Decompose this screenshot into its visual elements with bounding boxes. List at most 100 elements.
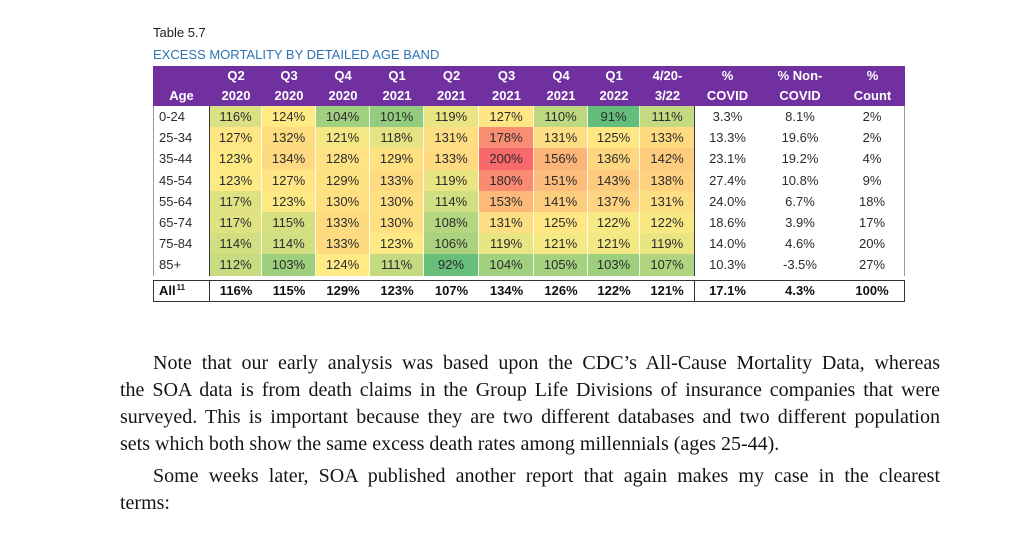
pct-non-covid-cell: 19.6%	[781, 130, 819, 146]
column-header-q3-2020: Q3 2020	[262, 66, 316, 106]
excess-q2-2021-cell: 106%	[424, 233, 479, 255]
pct-count-cell: 2%	[840, 127, 905, 149]
pct-covid-cell: 10.3%	[709, 257, 746, 273]
excess-q1-2022-cell: 137%	[588, 190, 640, 212]
excess-period-total-cell: 133%	[640, 127, 695, 149]
pct-covid-cell: 3.3%	[712, 109, 743, 124]
table-row: 0-24 116% 124% 104% 101% 119% 127% 110% 91% 111% 3…	[153, 106, 905, 128]
excess-q1-2021-cell: 133%	[370, 169, 424, 191]
table-row: 35-44 123% 134% 128% 129% 133% 200% 156% 136% 142…	[153, 148, 905, 170]
excess-q1-2022-cell: 122%	[588, 279, 640, 302]
column-header-line2: 2020	[328, 88, 358, 103]
excess-q1-2021-cell: 111%	[370, 254, 424, 276]
excess-q3-2021-cell: 153%	[479, 190, 534, 212]
pct-non-covid-cell: 4.6%	[785, 236, 815, 252]
excess-q4-2021-cell: 156%	[534, 148, 588, 170]
excess-q2-2020-cell: 116%	[210, 279, 262, 302]
excess-q2-2020-cell: 123%	[210, 169, 262, 191]
column-header-line1: Q1	[388, 68, 406, 83]
excess-q4-2021-cell: 126%	[534, 279, 588, 302]
column-header-q4-2020: Q4 2020	[316, 66, 370, 106]
column-header-line1: Q2	[442, 68, 461, 83]
excess-q2-2020-cell: 123%	[210, 148, 262, 170]
column-header-q2-2021: Q2 2021	[424, 66, 479, 106]
excess-q1-2021-cell: 130%	[370, 190, 424, 212]
excess-q3-2020-cell: 115%	[262, 211, 316, 234]
column-header-line1: Q4	[334, 68, 352, 83]
excess-q4-2020-cell: 124%	[316, 254, 370, 276]
excess-q3-2021-cell: 104%	[479, 254, 534, 276]
excess-q1-2021-cell: 118%	[370, 127, 424, 149]
pct-count-cell: 4%	[840, 148, 905, 170]
paragraph-line: Some weeks later, SOA published another …	[153, 465, 940, 487]
pct-covid-cell: 17.1%	[695, 279, 760, 302]
pct-covid-cell: 24.0%	[709, 193, 746, 209]
pct-count-cell: 100%	[840, 279, 905, 302]
column-header-text: Age	[169, 88, 194, 103]
excess-q1-2022-cell: 143%	[588, 169, 640, 191]
excess-q4-2020-cell: 133%	[316, 233, 370, 255]
excess-q4-2021-cell: 131%	[534, 127, 588, 149]
column-header-line1: Q3	[497, 68, 516, 83]
excess-period-total-cell: 131%	[640, 190, 695, 212]
pct-count-cell: 17%	[840, 211, 905, 234]
table-row: 75-84 114% 114% 133% 123% 106% 119% 121% 121% 119…	[153, 233, 905, 255]
table-number: Table 5.7	[153, 25, 206, 40]
excess-q1-2022-cell: 136%	[588, 148, 640, 170]
body-text: Note that our early analysis was based u…	[120, 350, 940, 517]
age-band-cell: 0-24	[153, 106, 210, 128]
column-header-line1: 4/20-	[652, 68, 683, 83]
excess-q4-2020-cell: 104%	[316, 106, 370, 128]
excess-period-total-cell: 119%	[640, 233, 695, 255]
excess-q1-2021-cell: 123%	[370, 279, 424, 302]
excess-period-total-cell: 107%	[640, 254, 695, 276]
column-header-line1: Q1	[605, 68, 623, 83]
excess-q1-2021-cell: 123%	[370, 233, 424, 255]
excess-q3-2020-cell: 124%	[262, 106, 316, 128]
excess-q2-2021-cell: 119%	[424, 106, 479, 128]
excess-q4-2020-cell: 121%	[316, 127, 370, 149]
column-header-line1: Q4	[552, 68, 570, 83]
column-header-age: Age	[153, 66, 210, 106]
column-header-period-total: 4/20- 3/22	[640, 66, 695, 106]
excess-q3-2021-cell: 134%	[479, 279, 534, 302]
excess-q3-2021-cell: 127%	[479, 106, 534, 128]
excess-period-total-cell: 111%	[640, 106, 695, 128]
pct-non-covid-cell: 3.9%	[785, 214, 815, 230]
age-band-cell: 35-44	[153, 148, 210, 170]
excess-q3-2020-cell: 114%	[262, 233, 316, 255]
excess-period-total-cell: 138%	[640, 169, 695, 191]
excess-q2-2021-cell: 114%	[424, 190, 479, 212]
pct-non-covid-cell: 4.3%	[760, 279, 840, 302]
column-header-line2: 2021	[546, 88, 576, 103]
excess-q2-2021-cell: 92%	[424, 254, 479, 276]
pct-non-covid-cell: -3.5%	[783, 257, 817, 273]
body-paragraph: Some weeks later, SOA published another …	[120, 463, 940, 517]
column-header-pct-non-covid: % Non- COVID	[760, 66, 840, 106]
excess-q1-2022-cell: 91%	[588, 106, 640, 128]
age-band-cell: 55-64	[153, 190, 210, 212]
column-header-line1: % Non-	[777, 68, 823, 83]
excess-q1-2022-cell: 103%	[588, 254, 640, 276]
age-band-cell: 65-74	[153, 211, 210, 234]
paragraph-line: Note that our early analysis was based u…	[153, 352, 940, 374]
excess-q2-2020-cell: 114%	[210, 233, 262, 255]
excess-q2-2020-cell: 117%	[210, 211, 262, 234]
table-row: 45-54 123% 127% 129% 133% 119% 180% 151% 143% 138…	[153, 169, 905, 191]
age-band-cell: 75-84	[153, 233, 210, 255]
excess-q4-2021-cell: 121%	[534, 233, 588, 255]
paragraph-line: the SOA data is from death claims in the…	[120, 379, 940, 401]
column-header-q2-2020: Q2 2020	[210, 66, 262, 106]
column-header-line2: 2021	[437, 88, 466, 103]
excess-q3-2020-cell: 115%	[262, 279, 316, 302]
pct-non-covid-cell: 6.7%	[785, 193, 815, 209]
pct-non-covid-cell: 8.1%	[785, 109, 815, 124]
excess-q4-2020-cell: 128%	[316, 148, 370, 170]
age-band-cell: 85+	[153, 254, 210, 276]
excess-q3-2020-cell: 134%	[262, 148, 316, 170]
pct-count-cell: 27%	[840, 254, 905, 276]
paragraph-line: sets which both show the same excess dea…	[120, 433, 780, 455]
table-total-row: All11 116% 115% 129% 123% 107% 134% 126% 122% 121…	[153, 279, 905, 302]
excess-q4-2021-cell: 105%	[534, 254, 588, 276]
excess-period-total-cell: 121%	[640, 279, 695, 302]
